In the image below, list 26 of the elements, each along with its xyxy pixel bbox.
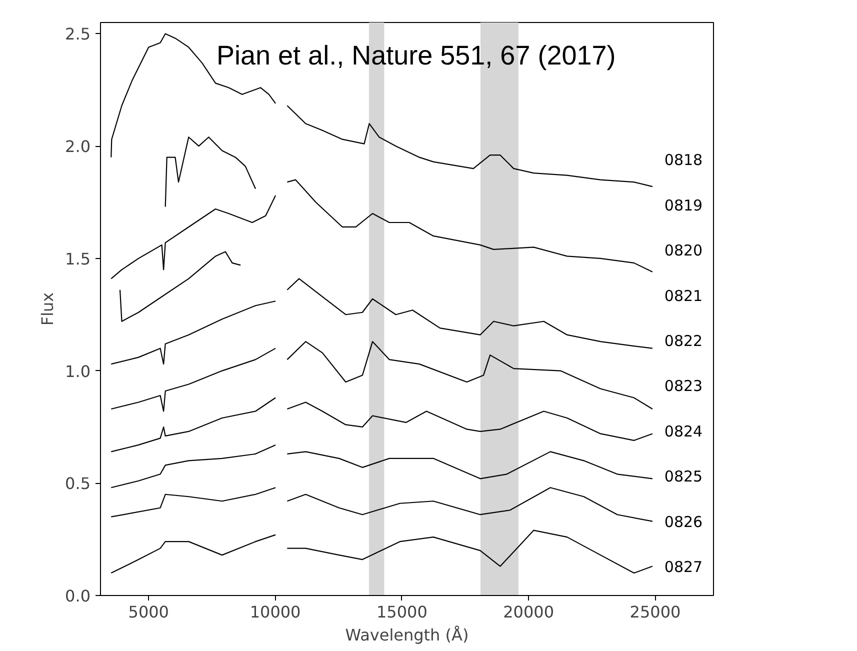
y-tick-label: 0.5 <box>65 474 91 494</box>
x-tick-label: 15000 <box>376 602 428 622</box>
line-series <box>119 251 242 322</box>
annotation: 0824 <box>664 422 703 440</box>
annotation: 0818 <box>664 151 703 170</box>
annotation: 0822 <box>664 332 703 350</box>
y-tick-label: 1.0 <box>65 362 91 381</box>
line-series <box>164 136 256 208</box>
annotation: 0827 <box>664 558 703 576</box>
annotation: 0826 <box>664 512 703 531</box>
x-axis-title: Wavelength (Å) <box>345 626 469 644</box>
x-tick-label: 20000 <box>503 602 554 622</box>
y-tick-label: 0.0 <box>65 586 91 606</box>
annotation: 0823 <box>664 377 703 396</box>
y-axis-title: Flux <box>38 292 58 326</box>
annotation: 0820 <box>664 242 703 260</box>
y-tick-label: 2.0 <box>65 137 91 156</box>
x-tick-label: 10000 <box>250 602 301 622</box>
x-tick-label: 25000 <box>630 602 681 622</box>
y-tick-label: 2.5 <box>65 24 91 44</box>
x-tick-label: 5000 <box>128 602 169 622</box>
y-tick-label: 1.5 <box>65 249 91 268</box>
annotation: 0821 <box>664 286 703 305</box>
annotation: 0819 <box>664 196 703 214</box>
annotation: Pian et al., Nature 551, 67 (2017) <box>216 40 616 70</box>
annotation: 0825 <box>664 468 703 486</box>
